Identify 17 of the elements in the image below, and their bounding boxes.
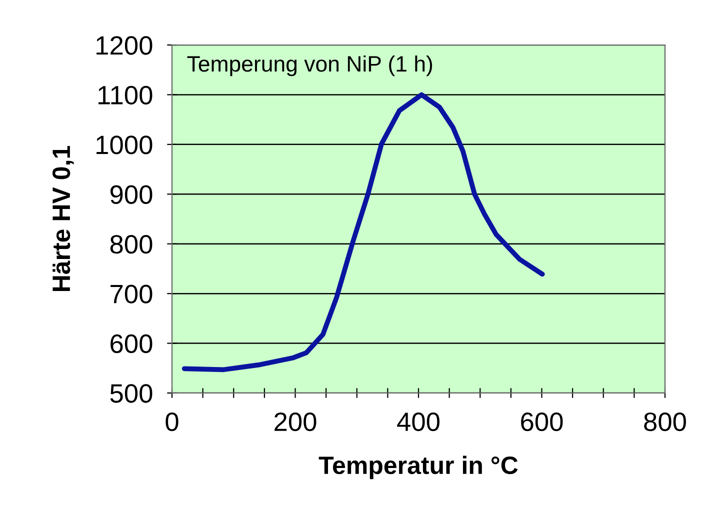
x-tick-label: 800 (644, 412, 686, 432)
y-tick-label: 1000 (96, 136, 152, 154)
y-tick-label: 800 (110, 234, 152, 254)
x-tick-label: 200 (274, 412, 316, 432)
x-tick-label: 400 (397, 412, 440, 432)
x-tick-label: 0 (166, 412, 178, 432)
x-axis-title: Temperatur in °C (318, 456, 518, 480)
x-tick-label: 600 (521, 412, 563, 432)
y-tick-label: 500 (110, 384, 152, 403)
y-tick-label: 700 (110, 284, 152, 304)
y-tick-label: 1100 (98, 86, 152, 105)
line-series (182, 92, 545, 372)
y-tick-label: 600 (110, 334, 152, 354)
annotation: Temperung von NiP (1 h) (187, 55, 432, 76)
y-tick-label: 1200 (96, 36, 152, 55)
y-axis-title: Härte HV 0,1 (52, 146, 74, 291)
y-tick-label: 900 (110, 185, 152, 204)
